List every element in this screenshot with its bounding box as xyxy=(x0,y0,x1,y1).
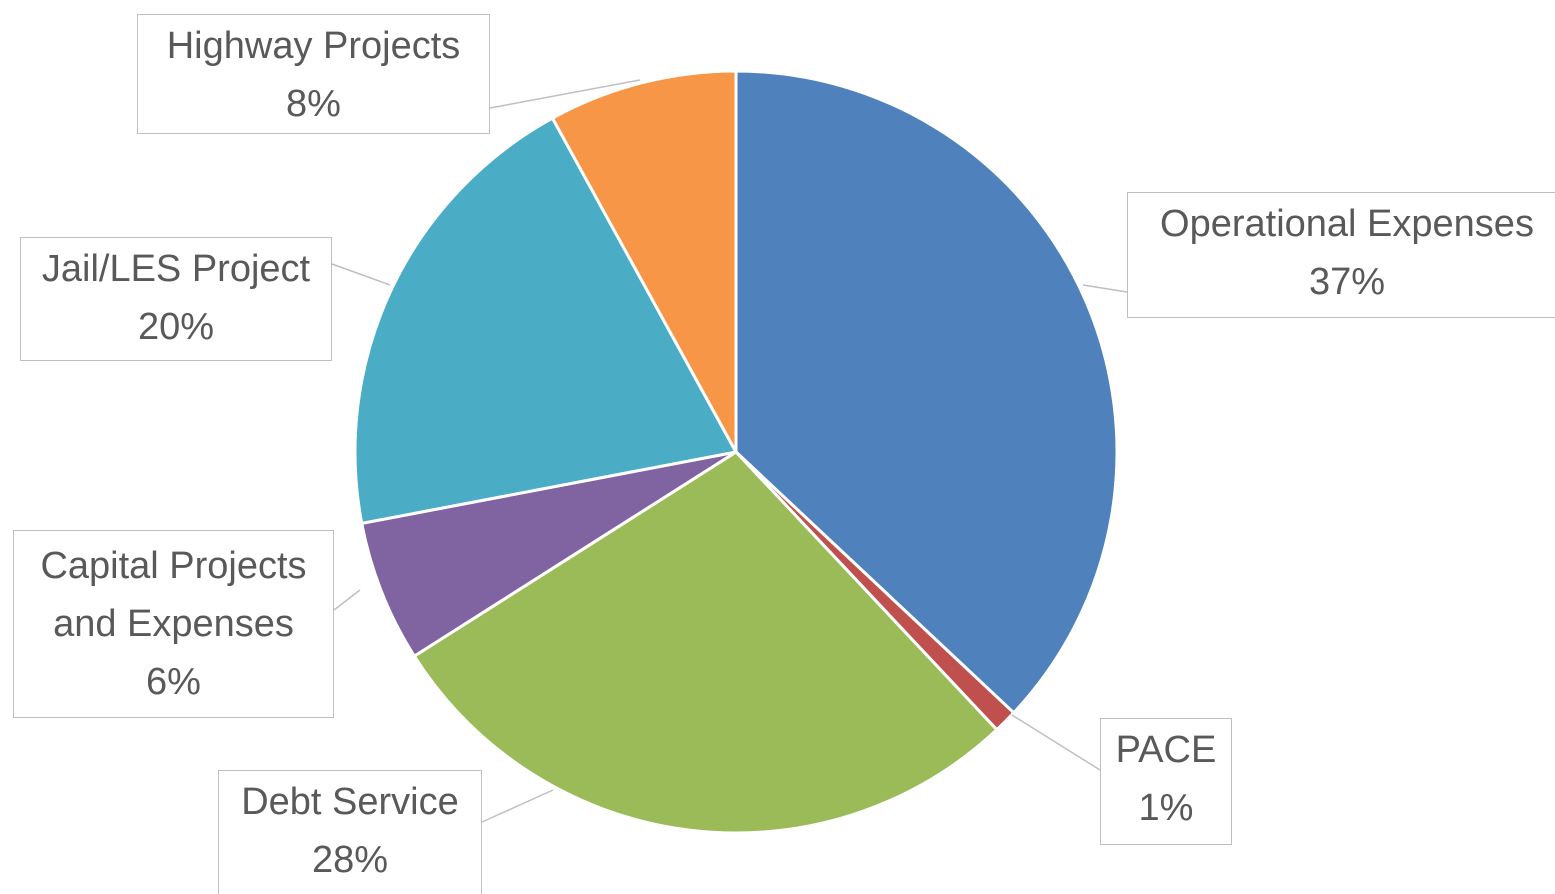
percent-label: 37% xyxy=(1308,261,1386,303)
leader-line xyxy=(489,79,641,109)
percent-label: 20% xyxy=(137,306,215,348)
category-label: Jail/LES Project xyxy=(41,248,311,290)
leader-line xyxy=(1011,714,1101,771)
pie-slice xyxy=(353,116,739,526)
category-label: PACE xyxy=(1115,729,1217,771)
percent-label: 8% xyxy=(286,83,341,125)
category-label: Capital Projects and Expenses xyxy=(40,545,307,645)
category-label: Debt Service xyxy=(241,781,459,823)
data-label: Highway Projects 8% xyxy=(137,14,490,134)
data-label: Capital Projects and Expenses 6% xyxy=(13,530,334,718)
pie-slice xyxy=(359,450,737,659)
leader-line xyxy=(481,789,554,823)
percent-label: 1% xyxy=(1138,787,1194,829)
data-label: PACE 1% xyxy=(1100,718,1232,845)
category-label: Highway Projects xyxy=(166,25,461,67)
data-label: Operational Expenses 37% xyxy=(1127,192,1555,318)
percent-label: 28% xyxy=(311,839,389,881)
leader-line xyxy=(333,589,361,611)
percent-label: 6% xyxy=(146,661,201,703)
data-label: Debt Service 28% xyxy=(218,770,482,894)
pie-slice xyxy=(550,69,738,453)
leader-line xyxy=(331,263,391,286)
data-label: Jail/LES Project 20% xyxy=(20,237,332,361)
pie-slice xyxy=(734,69,1119,715)
pie-slice xyxy=(412,450,999,835)
leader-line xyxy=(1082,284,1128,293)
category-label: Operational Expenses xyxy=(1160,203,1534,245)
